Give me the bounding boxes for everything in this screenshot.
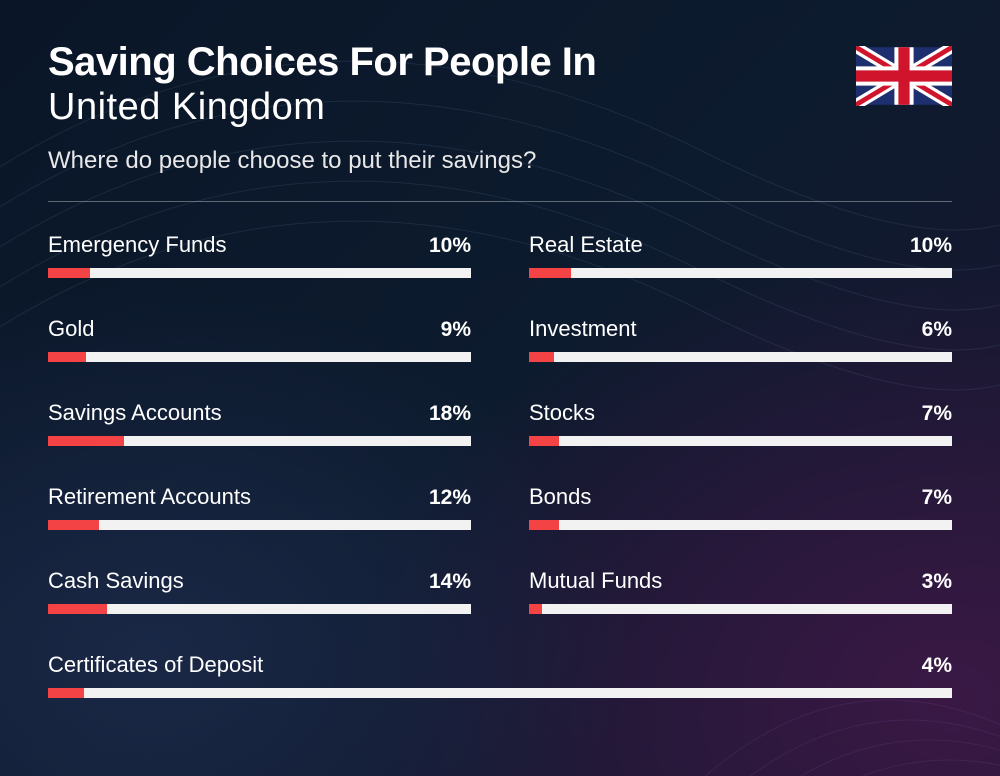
bar-value: 18% (429, 402, 471, 426)
bar-fill (48, 352, 86, 362)
divider (48, 201, 952, 202)
bar-item: Bonds 7% (529, 484, 952, 530)
bar-value: 7% (922, 486, 952, 510)
bar-track (48, 688, 952, 698)
bar-track (48, 436, 471, 446)
bar-value: 4% (922, 654, 952, 678)
bar-label: Cash Savings (48, 568, 184, 594)
bar-item: Retirement Accounts 12% (48, 484, 471, 530)
savings-chart: Emergency Funds 10% Real Estate 10% Gold… (48, 232, 952, 698)
bar-track (529, 436, 952, 446)
bar-label: Certificates of Deposit (48, 652, 263, 678)
bar-label: Retirement Accounts (48, 484, 251, 510)
page-title-line2: United Kingdom (48, 86, 856, 129)
bar-track (48, 520, 471, 530)
bar-track (48, 604, 471, 614)
bar-value: 7% (922, 402, 952, 426)
bar-track (48, 352, 471, 362)
bar-label: Mutual Funds (529, 568, 662, 594)
bar-label: Real Estate (529, 232, 643, 258)
bar-value: 12% (429, 486, 471, 510)
bar-item: Certificates of Deposit 4% (48, 652, 952, 698)
bar-fill (529, 520, 559, 530)
bar-track (529, 604, 952, 614)
bar-item: Investment 6% (529, 316, 952, 362)
bar-value: 9% (441, 318, 471, 342)
bar-label: Emergency Funds (48, 232, 227, 258)
bar-fill (529, 268, 571, 278)
bar-label: Savings Accounts (48, 400, 222, 426)
bar-value: 3% (922, 570, 952, 594)
page-title-line1: Saving Choices For People In (48, 40, 856, 84)
bar-label: Gold (48, 316, 94, 342)
bar-value: 14% (429, 570, 471, 594)
bar-track (529, 352, 952, 362)
bar-item: Savings Accounts 18% (48, 400, 471, 446)
bar-item: Emergency Funds 10% (48, 232, 471, 278)
bar-item: Mutual Funds 3% (529, 568, 952, 614)
bar-track (529, 268, 952, 278)
bar-fill (529, 352, 554, 362)
bar-item: Cash Savings 14% (48, 568, 471, 614)
bar-value: 10% (429, 234, 471, 258)
uk-flag-icon (856, 46, 952, 106)
bar-fill (48, 604, 107, 614)
bar-label: Investment (529, 316, 637, 342)
bar-fill (48, 520, 99, 530)
bar-item: Stocks 7% (529, 400, 952, 446)
bar-fill (48, 268, 90, 278)
bar-value: 6% (922, 318, 952, 342)
bar-value: 10% (910, 234, 952, 258)
page-subtitle: Where do people choose to put their savi… (48, 147, 856, 175)
bar-label: Bonds (529, 484, 591, 510)
bar-fill (529, 436, 559, 446)
bar-item: Real Estate 10% (529, 232, 952, 278)
bar-item: Gold 9% (48, 316, 471, 362)
bar-fill (48, 436, 124, 446)
bar-fill (529, 604, 542, 614)
bar-fill (48, 688, 84, 698)
bar-label: Stocks (529, 400, 595, 426)
bar-track (48, 268, 471, 278)
bar-track (529, 520, 952, 530)
